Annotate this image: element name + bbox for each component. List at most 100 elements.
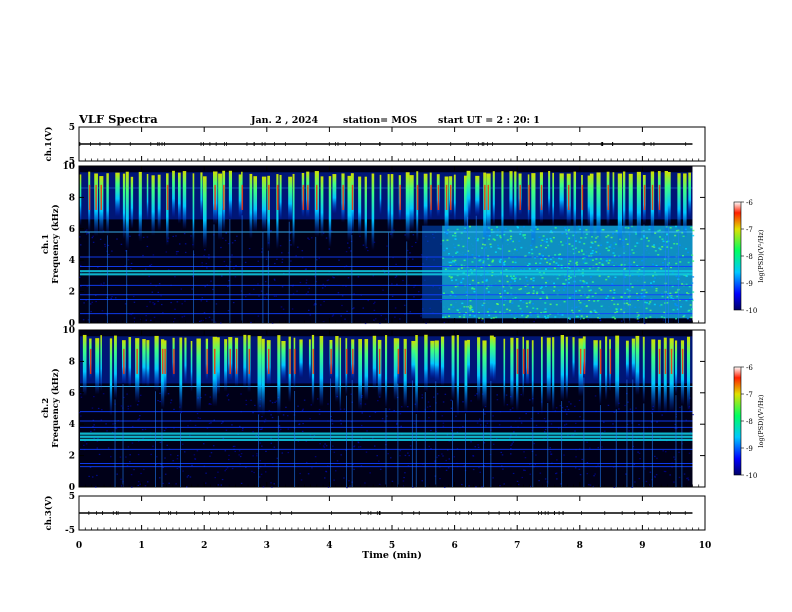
sferic-peak [330,348,332,374]
sferic-burst [182,171,187,230]
sferic-peak [248,348,251,374]
sferic-burst [548,171,551,217]
sferic-burst [276,174,279,250]
sferic-burst [146,340,150,388]
xtick-label: 8 [577,541,583,551]
sferic-burst [358,176,362,236]
sferic-burst [516,337,519,412]
sferic-burst [514,171,517,227]
sferic-burst [379,174,382,215]
sferic-burst [184,337,187,384]
sferic-peak [289,348,291,374]
sferic-burst [390,174,394,240]
sferic-peak [445,184,448,210]
sferic-burst [587,175,593,227]
sferic-burst [415,335,418,415]
sferic-burst [200,172,203,218]
sferic-peak [484,184,486,210]
ch3-waveform-line [79,511,693,515]
sferic-burst [320,176,324,238]
xtick-label: 10 [699,541,712,551]
sferic-peak [399,184,401,210]
sferic-burst [642,336,645,404]
xtick-label: 2 [201,541,207,551]
sferic-peak [651,184,654,210]
sferic-peak [352,348,354,374]
sferic-burst [546,337,551,404]
sferic-peak [136,348,138,374]
sferic-burst [277,335,281,416]
sferic-burst [281,340,286,382]
date-label: Jan. 2 , 2024 [251,115,319,126]
sferic-burst [332,174,337,214]
sferic-burst [114,335,117,400]
ch2-spectrogram-ytick-label: 0 [69,483,75,493]
sferic-burst [371,173,375,251]
ch1-spectrogram [79,166,705,325]
sferic-burst [493,336,496,382]
sferic-burst [552,172,555,228]
ch2-spectrogram [79,330,705,489]
ch1-spectrogram-ytick-label: 6 [69,225,75,235]
sferic-burst [625,340,629,380]
ch1-spectrogram-ytick-label: 0 [69,319,75,329]
sferic-peak [89,348,92,374]
sferic-burst [190,340,193,392]
sferic-burst [617,173,623,249]
sferic-burst [122,173,126,240]
colorbar-tick-label: -10 [746,472,757,480]
station-label: station= MOS [343,115,418,126]
sferic-burst [142,339,146,386]
sferic-peak [312,348,315,374]
sferic-burst [531,340,534,407]
sferic-burst [565,336,568,400]
sferic-peak [516,348,519,374]
sferic-peak [302,184,304,210]
sferic-burst [228,170,233,219]
hiss-band [80,172,693,220]
sferic-peak [526,348,529,374]
sferic-burst [238,174,243,219]
sferic-peak [268,184,270,210]
sferic-burst [464,340,468,414]
sferic-burst [423,173,428,228]
sferic-burst [489,335,494,381]
sferic-burst [196,338,201,412]
sferic-peak [345,348,348,374]
sferic-peak [223,184,225,210]
start-time-label: start UT = 2 : 20: 1 [438,115,540,126]
ch2-spectrogram-ytick-label: 4 [69,420,75,430]
sferic-peak [267,348,270,374]
colorbar-tick-label: -9 [746,280,753,288]
sferic-burst [434,340,439,382]
ch1-spectrogram-ylabel-line2: Frequency (kHz) [50,204,61,283]
sferic-peak [437,184,440,210]
chart-title: VLF Spectra [79,112,158,126]
sferic-burst [456,335,459,416]
sferic-burst [253,176,258,232]
sferic-peak [164,348,166,374]
colorbar-tick-label: -7 [746,391,753,399]
sferic-burst [177,172,181,224]
sferic-burst [572,337,575,379]
sferic-burst [589,173,594,240]
sferic-burst [560,335,565,402]
sferic-burst [622,171,626,236]
sferic-burst [674,340,678,396]
ch2-spectrogram-ytick-label: 10 [62,326,75,336]
sferic-burst [95,338,100,395]
sferic-burst [552,337,555,412]
sferic-burst [631,338,635,380]
colorbar-tick-label: -8 [746,418,753,426]
sferic-burst [358,339,363,410]
sferic-burst [393,338,398,401]
sferic-burst [347,175,352,242]
sferic-burst [605,336,608,401]
sferic-burst [106,173,109,236]
sferic-peak [214,184,216,210]
sferic-burst [573,171,577,235]
sferic-burst [501,171,504,245]
sferic-peak [430,184,432,210]
sferic-peak [579,348,582,374]
